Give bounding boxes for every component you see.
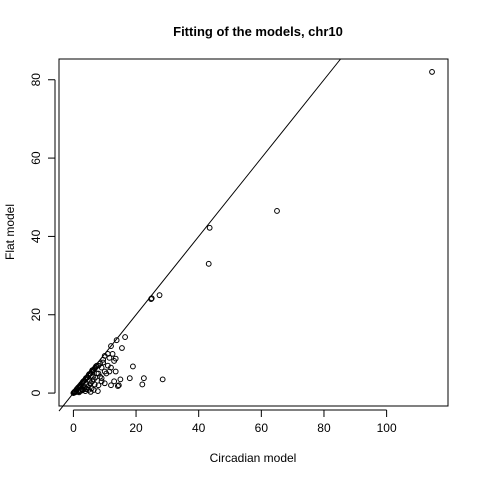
- data-point: [159, 376, 166, 383]
- data-point: [115, 382, 122, 389]
- data-point: [91, 381, 98, 388]
- y-tick-label: 40: [29, 229, 43, 243]
- data-point: [148, 295, 155, 302]
- x-tick-label: 80: [317, 421, 331, 435]
- data-point: [130, 363, 136, 370]
- data-point: [117, 376, 124, 383]
- data-point: [140, 375, 147, 382]
- data-point: [86, 377, 93, 384]
- data-point: [98, 375, 105, 382]
- data-point: [205, 260, 212, 267]
- data-point: [148, 296, 154, 302]
- data-point: [429, 69, 435, 75]
- data-point: [89, 373, 96, 380]
- data-point: [156, 292, 163, 299]
- y-tick-label: 80: [29, 73, 43, 87]
- data-point: [104, 362, 111, 369]
- data-point: [126, 375, 133, 382]
- data-point: [82, 388, 89, 395]
- data-point: [106, 368, 113, 375]
- x-tick-label: 0: [70, 421, 77, 435]
- y-tick-label: 20: [29, 308, 43, 322]
- x-axis: 0 20 40 60 80 100: [70, 409, 397, 435]
- x-axis-label: Circadian model: [210, 451, 297, 465]
- data-point: [111, 378, 118, 385]
- data-points: [70, 69, 435, 396]
- data-point: [93, 363, 99, 370]
- y-axis: 0 20 40 60 80: [29, 73, 56, 396]
- data-point: [80, 383, 87, 389]
- data-point: [97, 373, 103, 380]
- data-point: [113, 337, 120, 344]
- data-point: [119, 345, 125, 351]
- data-point: [111, 358, 118, 364]
- data-point: [108, 382, 114, 389]
- data-point: [108, 343, 114, 349]
- data-point: [100, 356, 107, 363]
- data-point: [95, 382, 102, 389]
- x-tick-label: 60: [255, 421, 269, 435]
- data-point: [122, 334, 128, 340]
- data-point: [100, 359, 107, 366]
- data-point: [87, 389, 94, 395]
- data-point: [139, 381, 146, 388]
- y-tick-label: 60: [29, 151, 43, 165]
- data-point: [274, 208, 280, 214]
- x-tick-label: 100: [377, 421, 397, 435]
- data-point: [114, 383, 121, 389]
- data-point: [83, 381, 90, 388]
- plot-frame: [58, 58, 449, 407]
- chart-title: Fitting of the models, chr10: [173, 24, 343, 39]
- data-point: [112, 368, 119, 375]
- data-point: [76, 389, 82, 396]
- data-point: [206, 224, 213, 231]
- y-tick-label: 0: [29, 389, 43, 396]
- x-tick-label: 20: [129, 421, 143, 435]
- y-axis-label: Flat model: [3, 204, 17, 260]
- x-tick-label: 40: [192, 421, 206, 435]
